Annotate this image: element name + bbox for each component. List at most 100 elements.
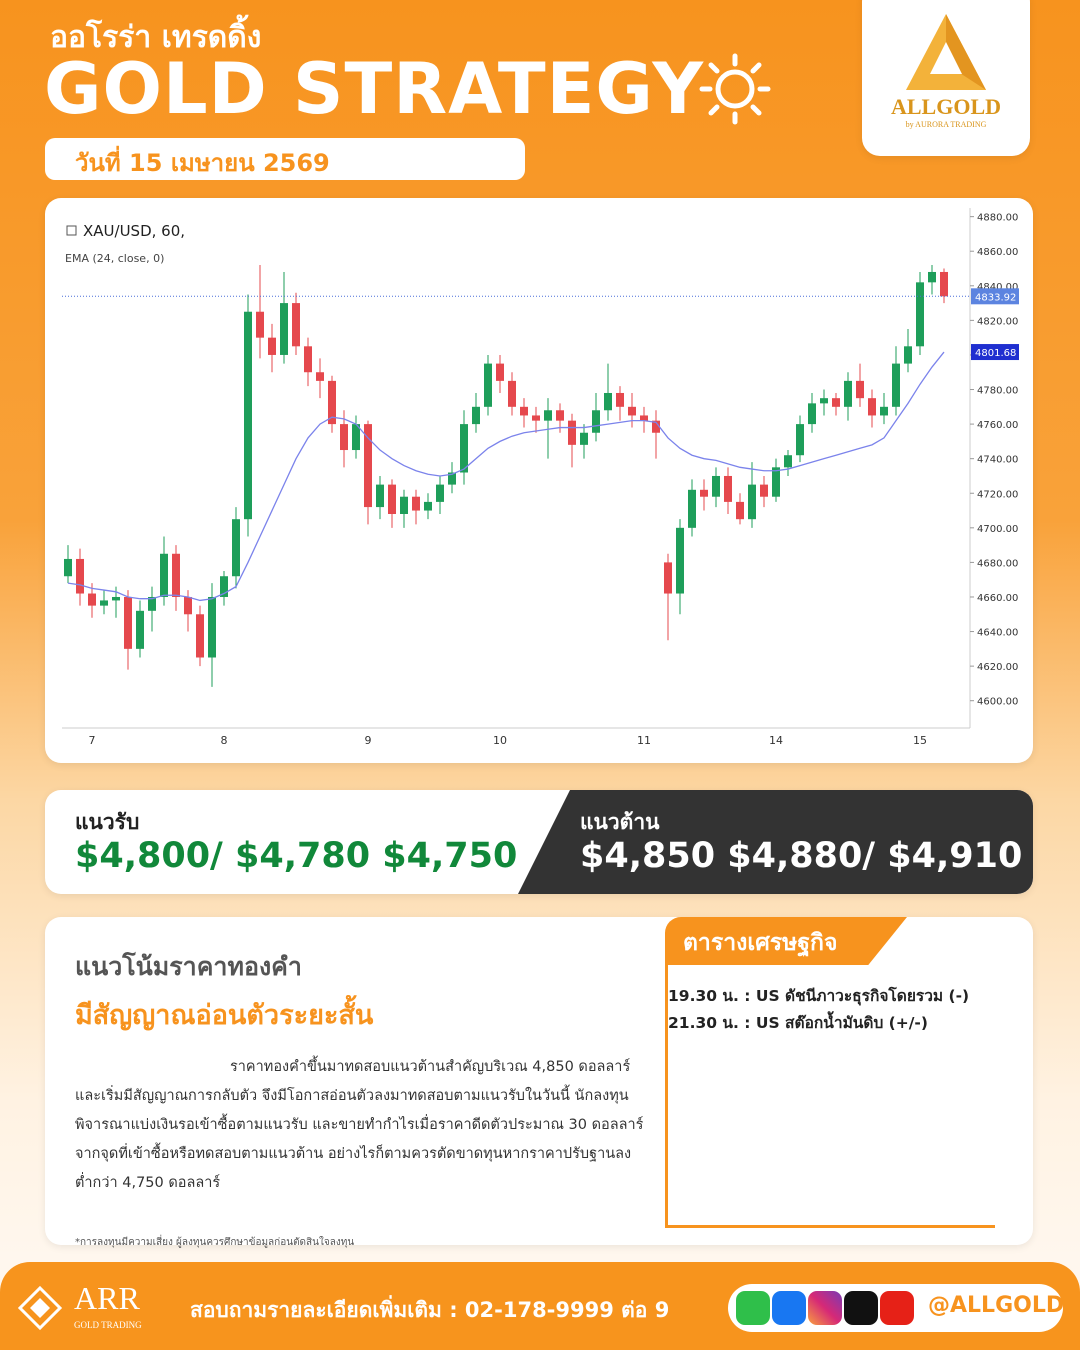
candle-body: [928, 271, 936, 283]
candle-body: [340, 424, 348, 451]
candle-body: [724, 475, 732, 502]
candle-body: [412, 496, 420, 511]
y-tick-label: 4740.00: [977, 455, 1018, 466]
y-tick-label: 4640.00: [977, 628, 1018, 639]
arr-mark: [18, 1286, 62, 1330]
x-tick-label: 15: [913, 734, 927, 747]
candle-body: [784, 455, 792, 468]
title: GOLD STRATEGY: [44, 48, 705, 130]
candle-body: [712, 475, 720, 497]
ema-label: 4801.68: [975, 348, 1016, 359]
candle-body: [124, 596, 132, 649]
candle-body: [580, 432, 588, 445]
candle-body: [688, 489, 696, 528]
y-tick-label: 4720.00: [977, 489, 1018, 500]
ema-label-bg: [971, 344, 1019, 361]
candle-body: [604, 392, 612, 411]
calendar-event: 21.30 น. : US สต๊อกน้ำมันดิบ (+/-): [668, 1014, 928, 1032]
candle-body: [592, 410, 600, 433]
candle-body: [256, 311, 264, 338]
date: วันที่ 15 เมษายน 2569: [45, 138, 525, 180]
analysis-line: พิจารณาแบ่งเงินรอเข้าซื้อตามแนวรับ และขา…: [75, 1117, 644, 1133]
support-label: แนวรับ: [75, 810, 140, 834]
indicator-label: EMA (24, close, 0): [65, 252, 164, 265]
candle-body: [220, 576, 228, 597]
candle-body: [820, 398, 828, 404]
resistance-label: แนวต้าน: [580, 810, 660, 834]
y-tick-label: 4860.00: [977, 247, 1018, 258]
footer: ARR GOLD TRADING สอบถามรายละเอียดเพิ่มเต…: [0, 1262, 1080, 1350]
candle-body: [160, 553, 168, 597]
candle-body: [892, 363, 900, 407]
disclaimer: *การลงทุนมีความเสี่ยง ผู้ลงทุนควรศึกษาข้…: [75, 1237, 355, 1248]
contact: สอบถามรายละเอียดเพิ่มเติม : 02-178-9999 …: [190, 1298, 670, 1322]
arr-sub: GOLD TRADING: [74, 1320, 142, 1330]
y-tick-label: 4600.00: [977, 697, 1018, 708]
candle-body: [352, 424, 360, 451]
candle-body: [76, 558, 84, 594]
x-tick-label: 9: [365, 734, 372, 747]
analysis-body: ราคาทองคำขึ้นมาทดสอบแนวต้านสำคัญบริเวณ 4…: [75, 1053, 644, 1198]
candle-body: [904, 346, 912, 364]
y-tick-label: 4760.00: [977, 420, 1018, 431]
candle-body: [736, 501, 744, 520]
x-tick-label: 10: [493, 734, 507, 747]
candle-body: [148, 596, 156, 611]
support-values: $4,800/ $4,780 $4,750: [75, 836, 518, 876]
candle-body: [64, 558, 72, 577]
candle-body: [424, 501, 432, 511]
analysis-heading: แนวโน้มราคาทองคำ: [75, 952, 302, 981]
candle-body: [676, 527, 684, 594]
candle-body: [208, 596, 216, 658]
candle-body: [796, 424, 804, 456]
youtube-icon[interactable]: [880, 1291, 914, 1325]
candle-body: [460, 424, 468, 473]
candle-body: [868, 398, 876, 416]
candle-body: [856, 380, 864, 399]
candle-body: [844, 380, 852, 407]
candle-body: [556, 410, 564, 421]
price-label-bg: [971, 288, 1019, 305]
analysis-signal: มีสัญญาณอ่อนตัวระยะสั้น: [75, 1000, 374, 1031]
chart: XAU/USD, 60, EMA (24, close, 0) 4600.00 4…: [62, 208, 1019, 747]
candle-body: [616, 392, 624, 407]
candle-body: [496, 363, 504, 381]
tiktok-icon[interactable]: [844, 1291, 878, 1325]
candle-body: [748, 484, 756, 520]
calendar-title: ตารางเศรษฐกิจ: [665, 917, 907, 965]
candle-body: [568, 420, 576, 445]
calendar-events: 19.30 น. : US ดัชนีภาวะธุรกิจโดยรวม (-) 2…: [668, 983, 969, 1037]
candle-body: [244, 311, 252, 520]
candle-body: [304, 346, 312, 373]
candle-body: [532, 415, 540, 421]
y-tick-label: 4700.00: [977, 524, 1018, 535]
y-tick-label: 4780.00: [977, 386, 1018, 397]
candle-body: [112, 596, 120, 601]
instagram-icon[interactable]: [808, 1291, 842, 1325]
y-tick-label: 4880.00: [977, 213, 1018, 224]
x-tick-label: 14: [769, 734, 783, 747]
line-icon[interactable]: [736, 1291, 770, 1325]
chart-card: XAU/USD, 60, EMA (24, close, 0) 4600.00 4…: [45, 198, 1033, 763]
candle-body: [388, 484, 396, 514]
candle-body: [268, 337, 276, 355]
arr-logo: ARR: [74, 1280, 140, 1316]
sun-icon: [699, 53, 771, 125]
candle-body: [400, 496, 408, 514]
candle-body: [100, 600, 108, 606]
candle-body: [484, 363, 492, 407]
candle-body: [184, 596, 192, 615]
logo-text: ALLGOLD: [890, 94, 1002, 119]
calendar-event: 19.30 น. : US ดัชนีภาวะธุรกิจโดยรวม (-): [668, 987, 970, 1005]
analysis-line: และเริ่มมีสัญญาณการกลับตัว จึงมีโอกาสอ่อ…: [75, 1088, 629, 1104]
facebook-icon[interactable]: [772, 1291, 806, 1325]
candle-body: [316, 372, 324, 381]
ema-line: [67, 351, 945, 602]
candle-body: [664, 562, 672, 594]
candle-body: [880, 406, 888, 416]
candle-body: [292, 303, 300, 347]
candle-body: [196, 614, 204, 658]
candle-body: [328, 380, 336, 425]
candle-body: [88, 593, 96, 606]
candle-body: [700, 489, 708, 497]
